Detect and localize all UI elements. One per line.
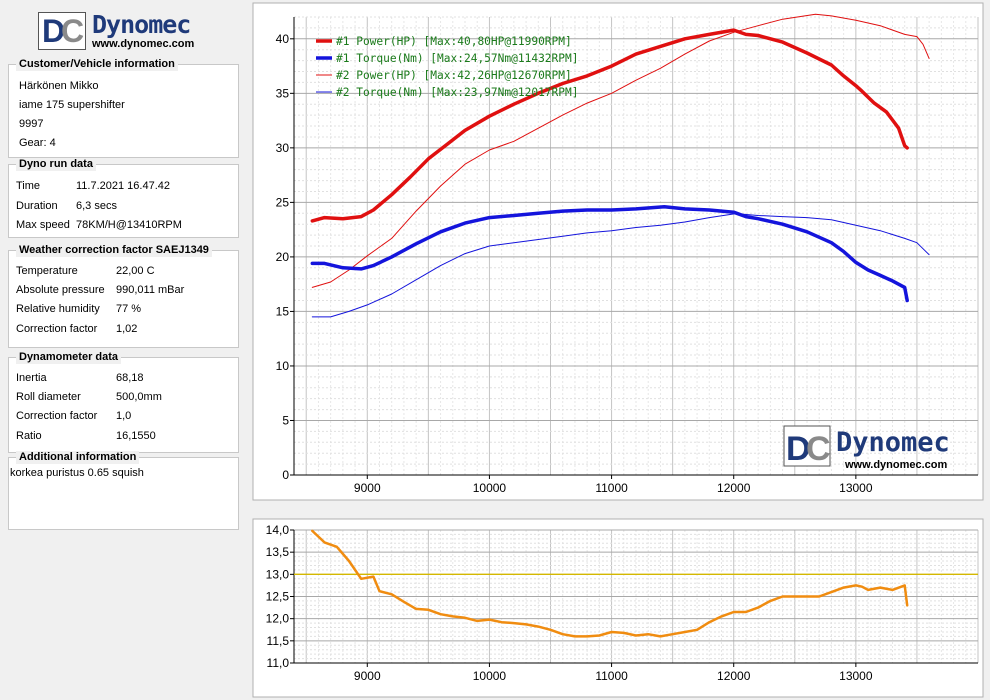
ratio-row: Ratio 16,1550	[16, 430, 156, 443]
legend-label-3: #2 Torque(Nm) [Max:23,97Nm@12017RPM]	[336, 86, 578, 99]
main-series-line-0	[310, 28, 909, 223]
max-speed-label: Max speed	[16, 219, 70, 231]
afr-y-tick-label: 11,5	[267, 634, 290, 648]
run-duration-row: Duration 6,3 secs	[16, 200, 117, 213]
afr-x-tick-label: 12000	[717, 669, 751, 683]
roll-diameter-label: Roll diameter	[16, 391, 81, 403]
roll-diameter-value: 500,0mm	[116, 391, 162, 403]
customer-name: Härkönen Mikko	[19, 80, 99, 92]
dynamometer-panel: Dynamometer data Inertia 68,18 Roll diam…	[8, 351, 239, 453]
vehicle-id: 9997	[19, 118, 44, 130]
run-duration-value: 6,3 secs	[76, 200, 117, 212]
legend-label-1: #1 Torque(Nm) [Max:24,57Nm@11432RPM]	[336, 52, 578, 65]
afr-y-tick-label: 13,0	[266, 567, 290, 581]
dyno-correction-value: 1,0	[116, 410, 132, 422]
additional-text: korkea puristus 0.65 squish	[10, 467, 144, 479]
watermark-brand: Dynomec	[836, 427, 950, 458]
legend-label-0: #1 Power(HP) [Max:40,80HP@11990RPM]	[336, 35, 572, 48]
main-y-tick-label: 15	[276, 304, 290, 318]
brand-url: www.dynomec.com	[92, 38, 195, 50]
afr-x-tick-label: 9000	[354, 669, 381, 683]
additional-title: Additional information	[16, 451, 140, 464]
weather-correction-row: Correction factor 1,02	[16, 323, 137, 336]
humidity-row: Relative humidity 77 %	[16, 303, 141, 316]
main-series-line-1	[310, 204, 909, 303]
gear-info: Gear: 4	[19, 137, 56, 149]
afr-chart-frame	[252, 518, 984, 698]
afr-x-tick-label: 13000	[839, 669, 873, 683]
afr-series-line-0	[311, 529, 909, 638]
weather-correction-value: 1,02	[116, 323, 138, 335]
run-time-label: Time	[16, 180, 41, 192]
dyno-correction-row: Correction factor 1,0	[16, 410, 131, 423]
main-chart-frame	[252, 2, 984, 501]
watermark-d-letter: D	[786, 430, 811, 468]
max-speed-value: 78KM/H@13410RPM	[76, 219, 182, 231]
dynamometer-title: Dynamometer data	[16, 351, 122, 364]
temperature-value: 22,00 C	[116, 265, 155, 277]
main-x-tick-label: 11000	[595, 481, 628, 495]
main-x-tick-label: 12000	[717, 481, 751, 495]
afr-y-tick-label: 12,0	[266, 612, 290, 626]
additional-panel: Additional information korkea puristus 0…	[8, 451, 239, 530]
afr-y-tick-label: 12,5	[266, 590, 290, 604]
inertia-row: Inertia 68,18	[16, 372, 144, 385]
watermark-logo: D C Dynomec www.dynomec.com	[783, 425, 950, 471]
main-y-tick-label: 35	[276, 86, 290, 100]
main-y-tick-label: 0	[282, 468, 289, 482]
dyno-correction-label: Correction factor	[16, 410, 98, 422]
humidity-value: 77 %	[116, 303, 142, 315]
dyno-run-title: Dyno run data	[16, 158, 96, 171]
humidity-label: Relative humidity	[16, 303, 100, 315]
watermark-c-letter: C	[806, 430, 831, 468]
weather-title: Weather correction factor SAEJ1349	[16, 244, 212, 257]
ratio-value: 16,1550	[116, 430, 156, 442]
run-time-row: Time 11.7.2021 16.47.42	[16, 180, 170, 193]
afr-x-tick-label: 10000	[473, 669, 507, 683]
main-series-line-2	[311, 13, 930, 288]
vehicle-model: iame 175 supershifter	[19, 99, 125, 111]
roll-diameter-row: Roll diameter 500,0mm	[16, 391, 162, 404]
legend-label-2: #2 Power(HP) [Max:42,26HP@12670RPM]	[336, 69, 572, 82]
main-y-tick-label: 5	[282, 413, 289, 427]
max-speed-row: Max speed 78KM/H@13410RPM	[16, 219, 182, 232]
afr-y-tick-label: 14,0	[266, 523, 290, 537]
main-y-tick-label: 20	[276, 250, 290, 264]
afr-y-tick-label: 13,5	[266, 545, 290, 559]
temperature-label: Temperature	[16, 265, 78, 277]
run-duration-label: Duration	[16, 200, 58, 212]
dyno-run-panel: Dyno run data Time 11.7.2021 16.47.42 Du…	[8, 158, 239, 238]
main-y-tick-label: 25	[276, 195, 290, 209]
pressure-label: Absolute pressure	[16, 284, 105, 296]
temperature-row: Temperature 22,00 C	[16, 265, 155, 278]
ratio-label: Ratio	[16, 430, 42, 442]
run-time-value: 11.7.2021 16.47.42	[76, 180, 170, 192]
main-series-line-3	[311, 213, 930, 318]
main-y-tick-label: 40	[276, 32, 290, 46]
watermark-url: www.dynomec.com	[844, 459, 948, 471]
main-y-tick-label: 30	[276, 141, 290, 155]
main-x-tick-label: 10000	[473, 481, 507, 495]
pressure-row: Absolute pressure 990,011 mBar	[16, 284, 184, 297]
watermark-dc-icon	[783, 425, 831, 467]
weather-panel: Weather correction factor SAEJ1349 Tempe…	[8, 244, 239, 348]
pressure-value: 990,011 mBar	[116, 284, 185, 296]
main-y-tick-label: 10	[276, 359, 290, 373]
inertia-label: Inertia	[16, 372, 47, 384]
customer-panel: Customer/Vehicle information Härkönen Mi…	[8, 58, 239, 158]
afr-y-tick-label: 11,0	[267, 656, 290, 670]
customer-panel-title: Customer/Vehicle information	[16, 58, 178, 71]
afr-x-tick-label: 11000	[595, 669, 628, 683]
main-x-tick-label: 13000	[839, 481, 873, 495]
inertia-value: 68,18	[116, 372, 144, 384]
weather-correction-label: Correction factor	[16, 323, 98, 335]
brand-name: Dynomec	[92, 10, 191, 39]
main-x-tick-label: 9000	[354, 481, 381, 495]
